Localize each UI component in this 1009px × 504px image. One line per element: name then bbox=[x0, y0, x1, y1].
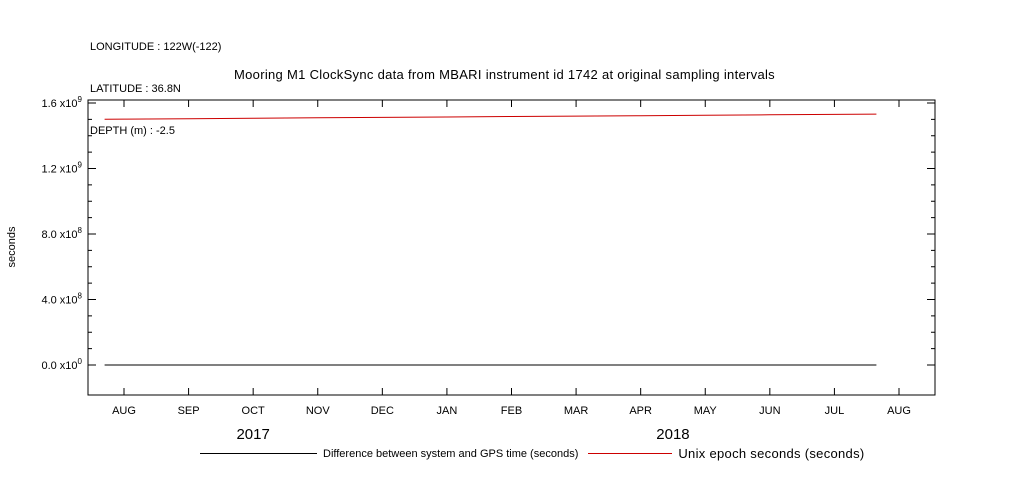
x-tick-label: FEB bbox=[501, 405, 522, 417]
x-tick-label: DEC bbox=[371, 405, 394, 417]
x-tick-label: SEP bbox=[178, 405, 200, 417]
x-tick-label: AUG bbox=[887, 405, 911, 417]
legend-line-system-gps-diff bbox=[200, 453, 317, 454]
x-tick-label: NOV bbox=[306, 405, 331, 417]
y-axis: 0.0 x100 4.0 x108 8.0 x108 1.2 x109 1.6 x109 bbox=[41, 95, 935, 372]
legend-label-unix-epoch: Unix epoch seconds (seconds) bbox=[678, 446, 865, 461]
y-tick-label: 4.0 x108 bbox=[41, 292, 82, 307]
y-tick-label: 1.6 x109 bbox=[41, 95, 82, 110]
x-tick-label: OCT bbox=[242, 405, 266, 417]
x-tick-label: JAN bbox=[437, 405, 458, 417]
y-tick-label: 8.0 x108 bbox=[41, 226, 82, 241]
legend-line-unix-epoch bbox=[588, 453, 673, 454]
series-lines bbox=[104, 113, 877, 366]
x-tick-label: MAY bbox=[694, 405, 718, 417]
y-tick-label: 0.0 x100 bbox=[41, 357, 82, 372]
x-tick-label: APR bbox=[629, 405, 652, 417]
header-info: LONGITUDE : 122W(-122) LATITUDE : 36.8N … bbox=[90, 12, 221, 166]
x-axis: AUG SEP OCT NOV DEC JAN FEB MAR APR MAY JUN JUL AUG 2… bbox=[112, 100, 911, 443]
depth-label: DEPTH (m) : -2.5 bbox=[90, 125, 175, 137]
legend-label-system-gps-diff: Difference between system and GPS time (… bbox=[323, 447, 579, 460]
x-tick-label: JUL bbox=[825, 405, 845, 417]
series-line-1 bbox=[104, 113, 877, 120]
x-tick-label: AUG bbox=[112, 405, 136, 417]
x-tick-label: JUN bbox=[759, 405, 780, 417]
x-tick-label: MAR bbox=[564, 405, 589, 417]
year-label: 2018 bbox=[656, 426, 689, 443]
plot-frame bbox=[87, 99, 936, 396]
longitude-label: LONGITUDE : 122W(-122) bbox=[90, 41, 222, 53]
year-label: 2017 bbox=[236, 426, 269, 443]
legend: Difference between system and GPS time (… bbox=[200, 446, 865, 461]
latitude-label: LATITUDE : 36.8N bbox=[90, 83, 181, 95]
chart-title: Mooring M1 ClockSync data from MBARI ins… bbox=[234, 67, 775, 82]
y-tick-label: 1.2 x109 bbox=[41, 161, 82, 176]
